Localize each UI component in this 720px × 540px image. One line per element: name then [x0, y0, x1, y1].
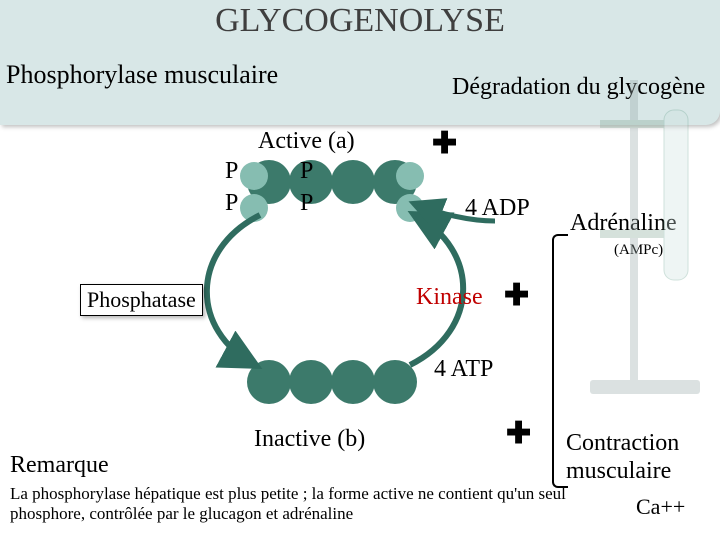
brace-icon — [552, 234, 568, 488]
ca-label: Ca++ — [636, 494, 685, 520]
plus-icon: ✚ — [506, 416, 531, 451]
contraction-label-2: musculaire — [566, 458, 671, 485]
adp-arrow — [400, 196, 500, 226]
atp-label: 4 ATP — [434, 356, 493, 383]
kinase-label: Kinase — [416, 284, 483, 311]
note-title: Remarque — [10, 452, 109, 479]
inactive-label: Inactive (b) — [254, 426, 365, 453]
phosphatase-box: Phosphatase — [80, 284, 203, 316]
apparatus-icon — [570, 80, 720, 410]
contraction-label-1: Contraction — [566, 430, 679, 457]
active-label: Active (a) — [258, 128, 355, 155]
subtitle: Phosphorylase musculaire — [6, 60, 278, 90]
plus-icon: ✚ — [504, 278, 529, 313]
note-body: La phosphorylase hépatique est plus peti… — [10, 484, 570, 523]
page-title: GLYCOGENOLYSE — [0, 2, 720, 40]
plus-icon: ✚ — [432, 126, 457, 161]
